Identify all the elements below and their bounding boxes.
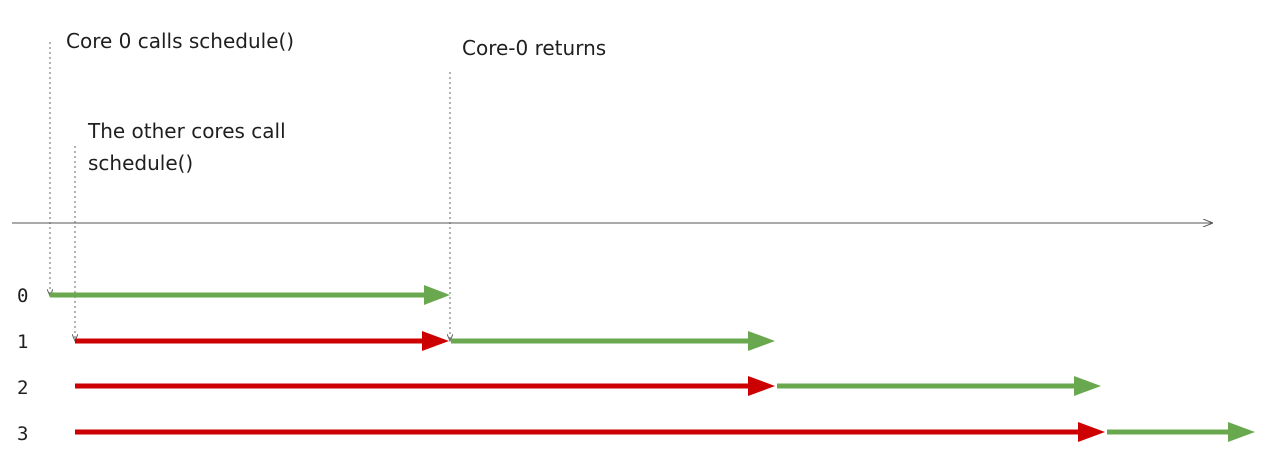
- core-2-waiting-arrowhead: [748, 376, 775, 396]
- core-1-running-arrowhead: [748, 331, 775, 351]
- core-3-running-arrowhead: [1228, 422, 1255, 442]
- core-0-running-arrowhead: [424, 285, 450, 305]
- core-label: 3: [17, 423, 28, 445]
- annotation-core0-returns: Core-0 returns: [462, 36, 606, 60]
- core-label: 1: [17, 331, 28, 353]
- core-3-timeline: [75, 422, 1255, 442]
- core-label: 2: [17, 377, 28, 399]
- annotation-others-call-line2: schedule(): [88, 151, 193, 175]
- core-1-timeline: [75, 331, 775, 351]
- annotation-others-call-line1: The other cores call: [87, 119, 286, 143]
- core-2-timeline: [75, 376, 1101, 396]
- core-3-waiting-arrowhead: [1078, 422, 1105, 442]
- core-label: 0: [17, 285, 28, 307]
- core-1-waiting-arrowhead: [422, 331, 449, 351]
- core-0-timeline: [50, 285, 450, 305]
- annotation-core0-calls: Core 0 calls schedule(): [66, 29, 294, 53]
- core-2-running-arrowhead: [1074, 376, 1101, 396]
